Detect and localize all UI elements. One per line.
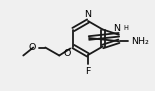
- Text: F: F: [85, 67, 91, 76]
- Text: H: H: [123, 25, 128, 31]
- Text: O: O: [29, 43, 36, 52]
- Text: N: N: [84, 10, 91, 19]
- Text: O: O: [64, 49, 71, 58]
- Text: NH₂: NH₂: [131, 37, 149, 46]
- Text: N: N: [113, 24, 120, 33]
